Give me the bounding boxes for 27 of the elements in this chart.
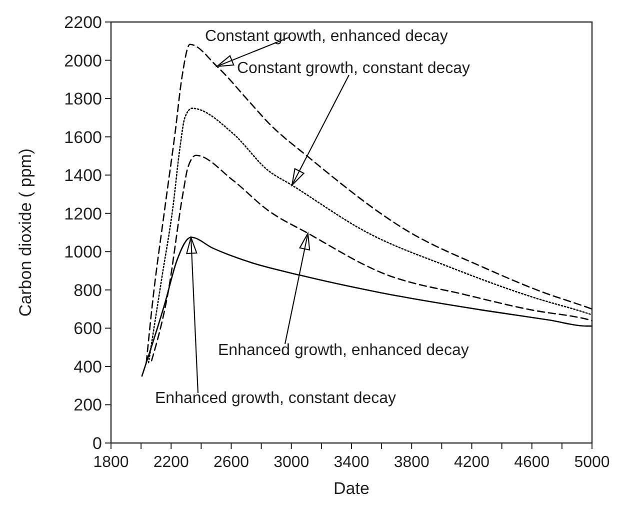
x-tick-label: 4200: [454, 454, 490, 471]
y-axis-title: Carbon dioxide ( ppm): [16, 148, 35, 317]
x-tick-label: 5000: [574, 454, 610, 471]
annotation: Enhanced growth, enhanced decay: [218, 342, 469, 359]
y-tick-label: 1800: [64, 90, 102, 109]
y-tick-label: 0: [92, 434, 102, 453]
x-tick-label: 3000: [274, 454, 310, 471]
x-tick-label: 3400: [334, 454, 370, 471]
x-tick-label: 3800: [394, 454, 430, 471]
x-tick-label: 2200: [153, 454, 190, 471]
annotation: Constant growth, constant decay: [237, 60, 470, 77]
y-tick-label: 400: [74, 357, 102, 376]
y-tick-label: 2000: [64, 51, 102, 70]
x-axis-title: Date: [334, 479, 370, 498]
y-tick-label: 800: [74, 280, 102, 300]
y-tick-label: 2200: [64, 13, 102, 32]
y-tick-label: 1600: [64, 128, 102, 147]
y-tick-label: 200: [74, 396, 102, 415]
x-tick-label: 1800: [93, 454, 129, 471]
y-tick-label: 1400: [64, 166, 102, 186]
annotation: Enhanced growth, constant decay: [155, 390, 396, 407]
y-tick-label: 1200: [64, 204, 102, 224]
y-tick-label: 600: [74, 319, 102, 338]
annotation: Constant growth, enhanced decay: [205, 28, 448, 45]
y-tick-label: 1000: [64, 242, 102, 262]
x-tick-label: 2600: [213, 454, 250, 471]
x-tick-label: 4600: [514, 454, 550, 471]
